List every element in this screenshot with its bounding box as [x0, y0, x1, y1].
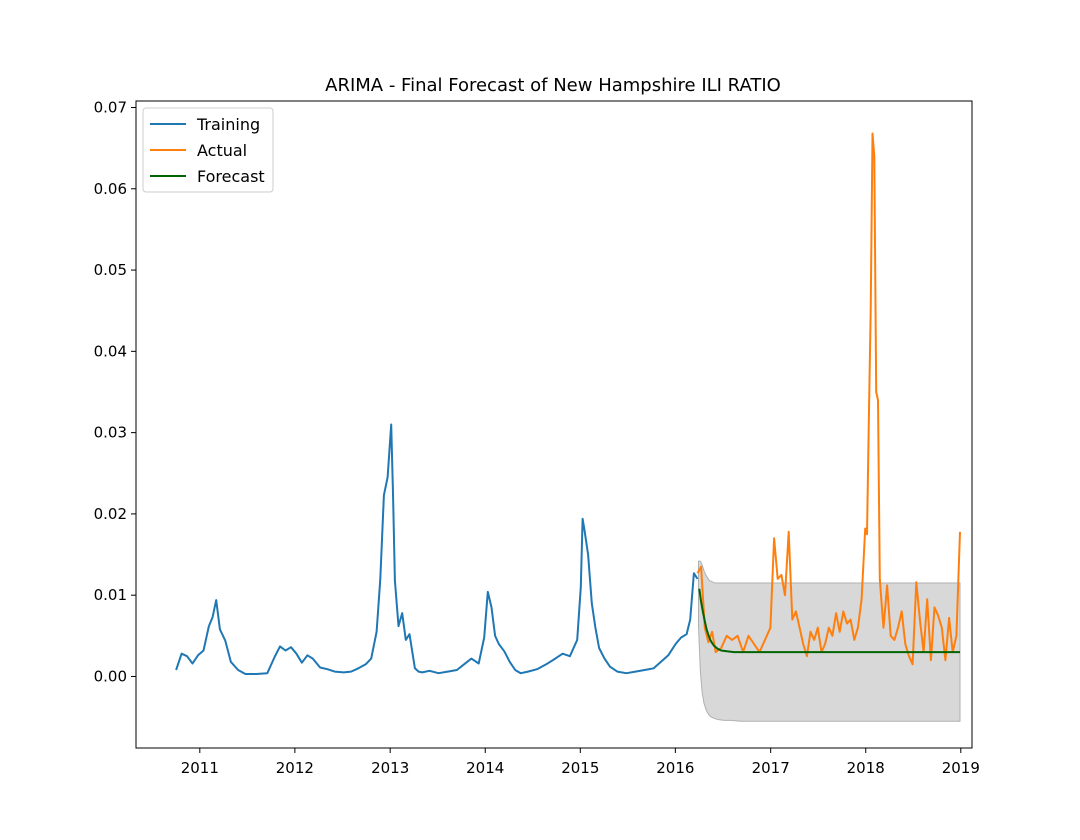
y-tick-label-0-04: 0.04	[94, 342, 127, 360]
series-line-actual	[696, 132, 961, 666]
x-tick-label-2018: 2018	[847, 759, 885, 777]
series-line-training	[175, 423, 699, 675]
legend: Training Actual Forecast	[142, 107, 274, 193]
x-tick-label-2015: 2015	[561, 759, 599, 777]
y-tick-label-0-00: 0.00	[94, 667, 127, 685]
legend-box	[142, 107, 274, 193]
plot-frame	[135, 100, 973, 749]
confidence-band	[698, 560, 961, 722]
x-axis: 2011 2012 2013 2014 2015 2016 2017 2018 2019	[181, 748, 980, 777]
x-tick-label-2011: 2011	[181, 759, 219, 777]
y-tick-label-0-01: 0.01	[94, 586, 127, 604]
x-tick-label-2012: 2012	[276, 759, 314, 777]
series-line-forecast	[698, 588, 960, 654]
y-tick-label-0-02: 0.02	[94, 505, 127, 523]
legend-label-forecast: Forecast	[197, 167, 265, 186]
y-axis: 0.00 0.01 0.02 0.03 0.04 0.05 0.06 0.07	[94, 99, 136, 685]
x-tick-label-2019: 2019	[942, 759, 980, 777]
x-tick-label-2014: 2014	[466, 759, 504, 777]
chart-title: ARIMA - Final Forecast of New Hampshire …	[325, 75, 781, 96]
legend-label-training: Training	[196, 115, 260, 134]
x-tick-label-2013: 2013	[371, 759, 409, 777]
y-tick-label-0-05: 0.05	[94, 261, 127, 279]
x-tick-label-2016: 2016	[656, 759, 694, 777]
y-tick-label-0-07: 0.07	[94, 99, 127, 117]
legend-label-actual: Actual	[197, 141, 247, 160]
confidence-band-layer	[698, 560, 961, 722]
y-tick-label-0-03: 0.03	[94, 424, 127, 442]
y-tick-label-0-06: 0.06	[94, 180, 127, 198]
series-layer	[175, 132, 961, 675]
x-tick-label-2017: 2017	[752, 759, 790, 777]
